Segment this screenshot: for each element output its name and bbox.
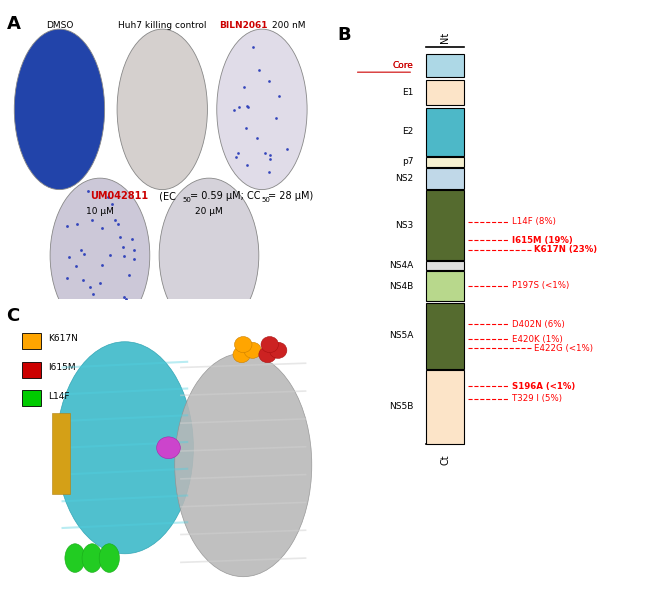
Text: = 0.59 μM; CC: = 0.59 μM; CC xyxy=(190,191,260,201)
Ellipse shape xyxy=(50,178,150,333)
Text: L14F (8%): L14F (8%) xyxy=(512,217,556,226)
Circle shape xyxy=(244,342,262,358)
Text: NS5B: NS5B xyxy=(389,402,413,411)
Text: 50: 50 xyxy=(262,197,270,203)
Ellipse shape xyxy=(175,353,312,577)
Text: K617N (23%): K617N (23%) xyxy=(534,245,598,254)
Bar xyxy=(426,80,465,104)
Text: NS5A: NS5A xyxy=(389,331,413,340)
Text: Core: Core xyxy=(393,61,413,70)
Ellipse shape xyxy=(217,29,307,190)
Ellipse shape xyxy=(65,544,85,573)
Circle shape xyxy=(259,347,276,362)
Text: Nt: Nt xyxy=(440,32,450,43)
Circle shape xyxy=(269,342,287,358)
Text: D402N (6%): D402N (6%) xyxy=(512,319,565,328)
Ellipse shape xyxy=(14,29,104,190)
Text: 20 μM: 20 μM xyxy=(195,207,223,216)
Text: E2: E2 xyxy=(402,127,413,136)
Bar xyxy=(426,157,465,167)
Bar xyxy=(426,303,465,369)
Text: UM042811: UM042811 xyxy=(91,191,149,201)
Text: = 28 μM): = 28 μM) xyxy=(268,191,313,201)
Text: NS4A: NS4A xyxy=(389,261,413,270)
Ellipse shape xyxy=(99,544,119,573)
Bar xyxy=(22,390,41,406)
Ellipse shape xyxy=(82,544,103,573)
Text: P197S (<1%): P197S (<1%) xyxy=(512,281,569,290)
Text: DMSO: DMSO xyxy=(46,20,73,29)
Text: L14F: L14F xyxy=(49,392,70,401)
Bar xyxy=(426,108,465,156)
FancyArrow shape xyxy=(53,413,69,494)
Bar xyxy=(426,370,465,444)
Text: C: C xyxy=(6,307,19,325)
Ellipse shape xyxy=(117,29,208,190)
Text: E422G (<1%): E422G (<1%) xyxy=(534,344,593,353)
Text: E1: E1 xyxy=(402,88,413,97)
Text: 200 nM: 200 nM xyxy=(272,20,305,29)
Text: Ct: Ct xyxy=(440,454,450,465)
Bar xyxy=(426,272,465,301)
Bar xyxy=(22,362,41,377)
Circle shape xyxy=(234,337,252,353)
Bar xyxy=(426,261,465,270)
Text: Huh7 killing control: Huh7 killing control xyxy=(118,20,206,29)
Text: B: B xyxy=(337,26,351,44)
Text: NS3: NS3 xyxy=(395,220,413,229)
Ellipse shape xyxy=(56,341,193,554)
Circle shape xyxy=(156,437,180,458)
Bar xyxy=(22,333,41,349)
Text: Core: Core xyxy=(393,61,413,70)
Text: I615M: I615M xyxy=(49,363,76,372)
Bar xyxy=(426,168,465,189)
Circle shape xyxy=(233,347,251,362)
Text: A: A xyxy=(6,15,20,33)
Text: K617N: K617N xyxy=(49,334,79,343)
Text: NS4B: NS4B xyxy=(389,282,413,291)
Text: E420K (1%): E420K (1%) xyxy=(512,335,563,344)
Circle shape xyxy=(261,337,278,353)
Ellipse shape xyxy=(159,178,259,333)
Text: T329 I (5%): T329 I (5%) xyxy=(512,394,562,403)
Text: 50: 50 xyxy=(182,197,191,203)
Bar xyxy=(426,190,465,260)
Text: 10 μM: 10 μM xyxy=(86,207,114,216)
Text: S196A (<1%): S196A (<1%) xyxy=(512,381,576,390)
Text: I615M (19%): I615M (19%) xyxy=(512,236,573,245)
Text: NS2: NS2 xyxy=(395,174,413,183)
Text: BILN2061: BILN2061 xyxy=(219,20,267,29)
Text: p7: p7 xyxy=(402,158,413,167)
Text: (EC: (EC xyxy=(156,191,176,201)
Bar xyxy=(426,54,465,77)
